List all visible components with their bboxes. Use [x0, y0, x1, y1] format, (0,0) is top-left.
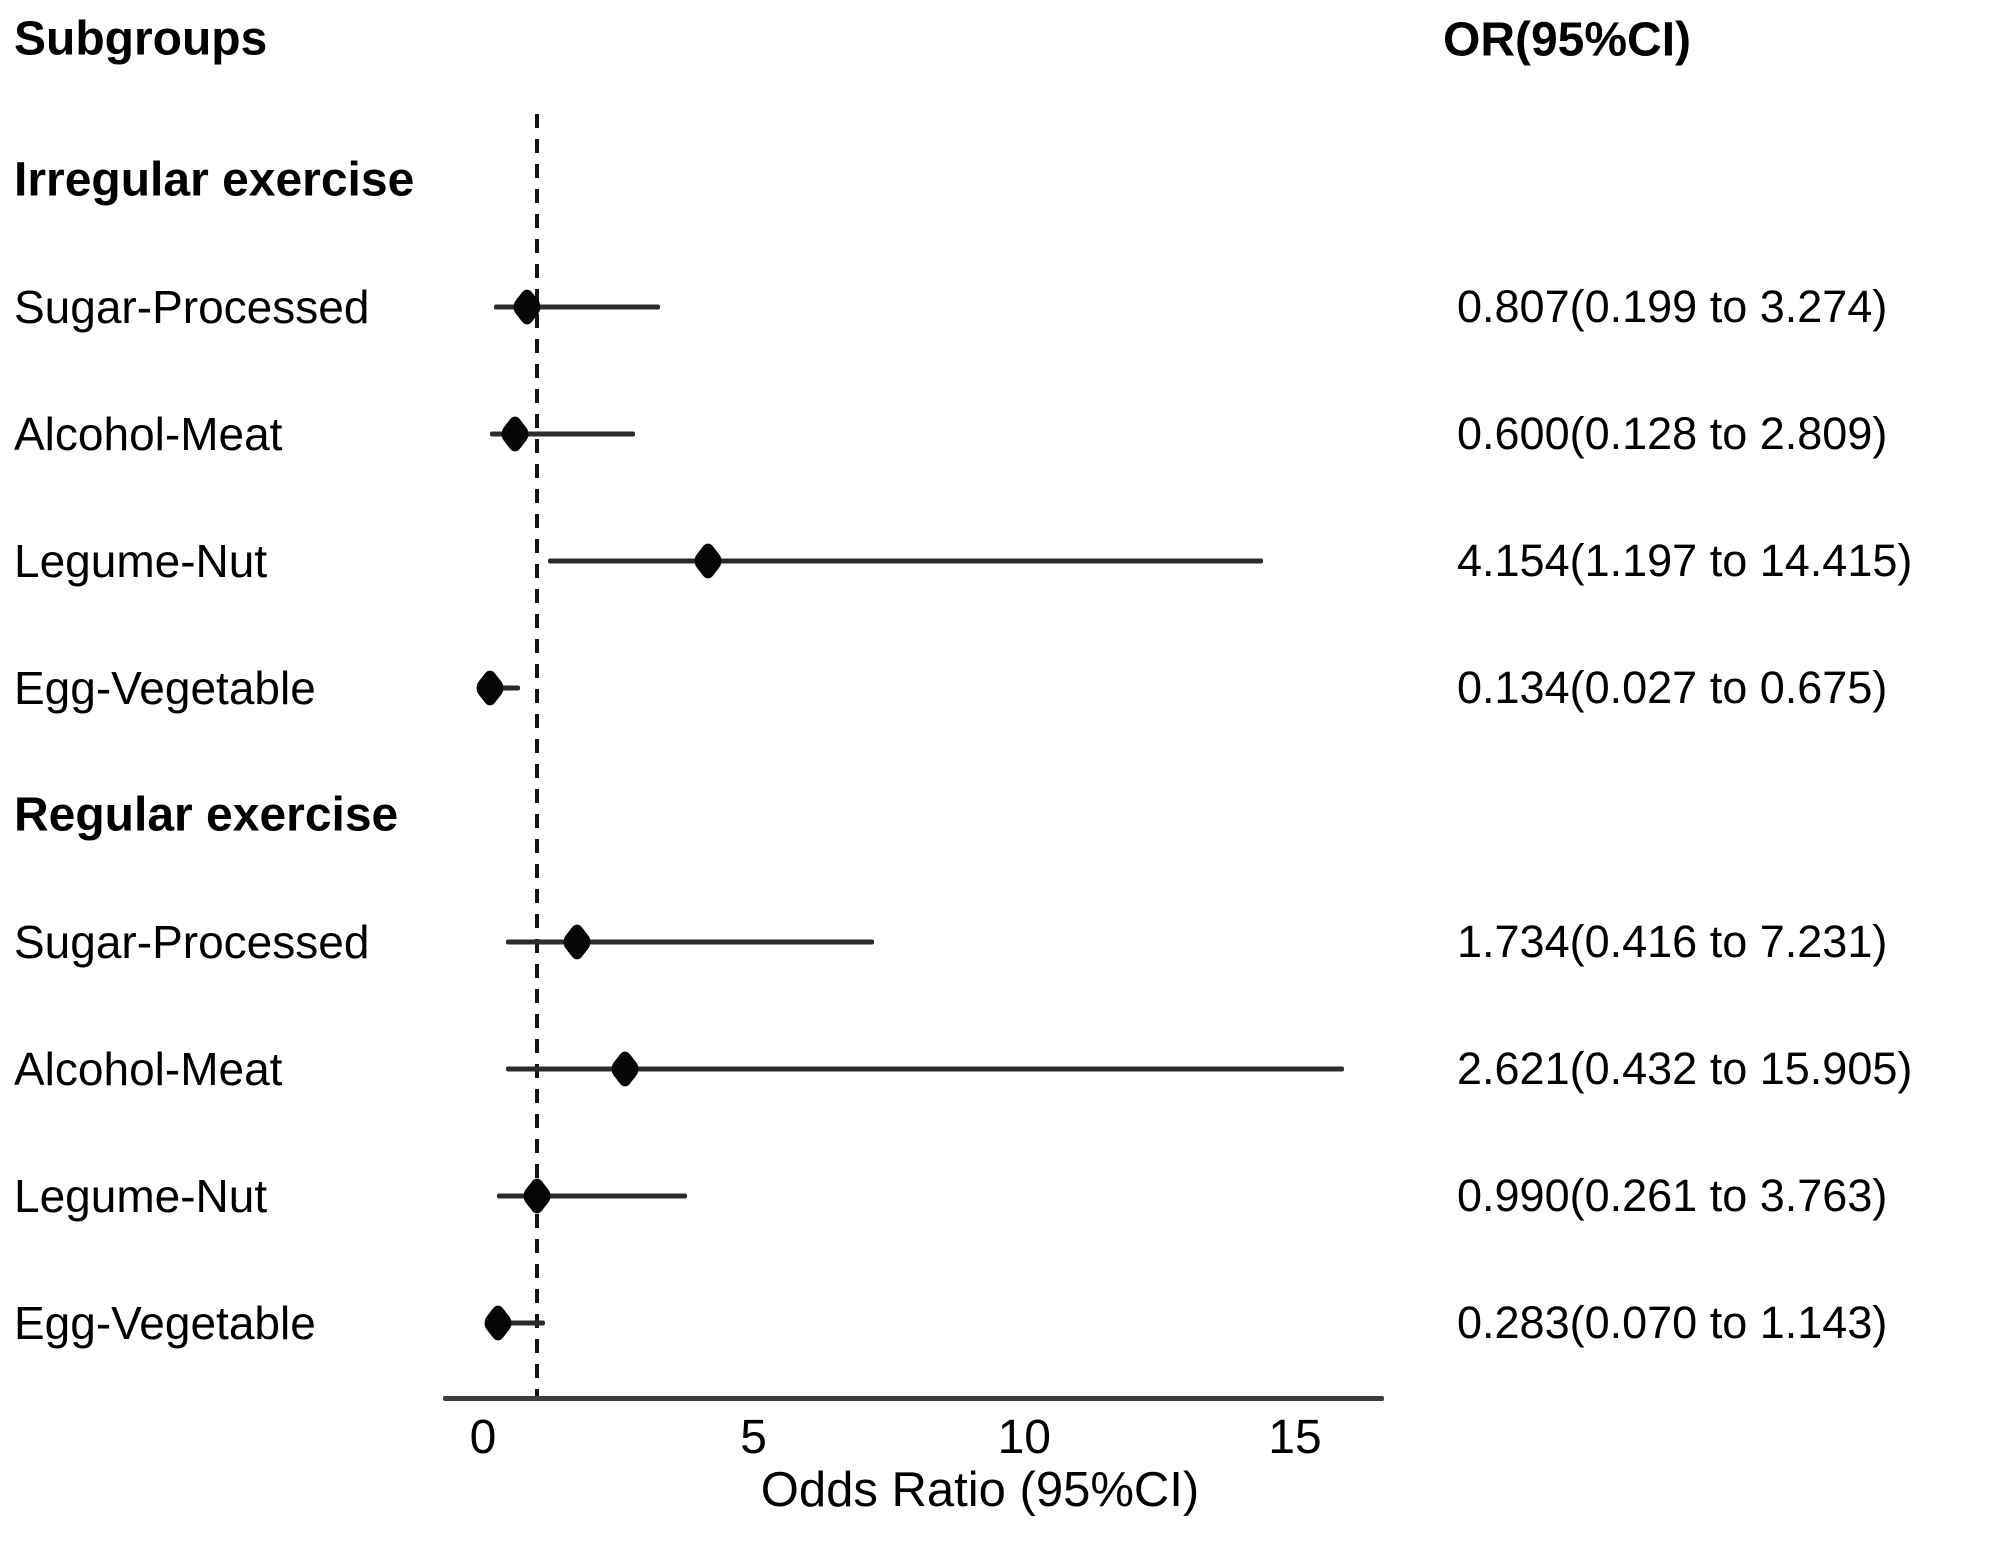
or-point-marker	[691, 539, 725, 583]
group-header: Irregular exercise	[14, 153, 415, 207]
row-label: Egg-Vegetable	[14, 662, 316, 714]
or-point-marker	[482, 1301, 515, 1345]
or-point-marker	[608, 1047, 642, 1091]
reference-line-or-1	[535, 114, 539, 1398]
ci-line	[493, 304, 661, 310]
or-ci-value: 0.134(0.027 to 0.675)	[1457, 662, 1888, 713]
or-ci-value: 0.807(0.199 to 3.274)	[1457, 281, 1888, 332]
x-axis-tick-label: 0	[469, 1411, 497, 1464]
x-axis-title: Odds Ratio (95%CI)	[760, 1463, 1200, 1517]
or-ci-value: 2.621(0.432 to 15.905)	[1457, 1043, 1913, 1094]
row-label: Egg-Vegetable	[14, 1297, 316, 1349]
row-label: Sugar-Processed	[14, 281, 370, 333]
x-axis-tick-label: 15	[1268, 1411, 1322, 1464]
ci-line	[497, 1193, 687, 1199]
or-ci-value: 0.990(0.261 to 3.763)	[1457, 1170, 1888, 1221]
row-label: Alcohol-Meat	[14, 1043, 283, 1095]
or-point-marker	[499, 412, 532, 456]
or-ci-value: 0.600(0.128 to 2.809)	[1457, 408, 1888, 459]
or-point-marker	[473, 666, 507, 710]
or-column-header: OR(95%CI)	[1443, 13, 1692, 67]
or-ci-value: 4.154(1.197 to 14.415)	[1457, 535, 1913, 586]
ci-line	[547, 558, 1264, 564]
x-axis-line	[443, 1396, 1384, 1401]
or-ci-value: 1.734(0.416 to 7.231)	[1457, 916, 1888, 967]
x-axis-tick-label: 10	[997, 1411, 1051, 1464]
row-label: Legume-Nut	[14, 535, 268, 587]
ci-line	[486, 1320, 545, 1326]
group-header: Regular exercise	[14, 788, 399, 842]
x-axis-tick-label: 5	[740, 1411, 767, 1464]
row-label: Alcohol-Meat	[14, 408, 283, 460]
or-point-marker	[520, 1174, 553, 1218]
or-point-marker	[560, 920, 594, 964]
or-ci-value: 0.283(0.070 to 1.143)	[1457, 1297, 1888, 1348]
row-label: Legume-Nut	[14, 1170, 268, 1222]
ci-line	[505, 939, 875, 945]
ci-line	[489, 431, 636, 437]
ci-line	[506, 1066, 1344, 1072]
row-label: Sugar-Processed	[14, 916, 370, 968]
subgroups-column-header: Subgroups	[14, 12, 268, 66]
